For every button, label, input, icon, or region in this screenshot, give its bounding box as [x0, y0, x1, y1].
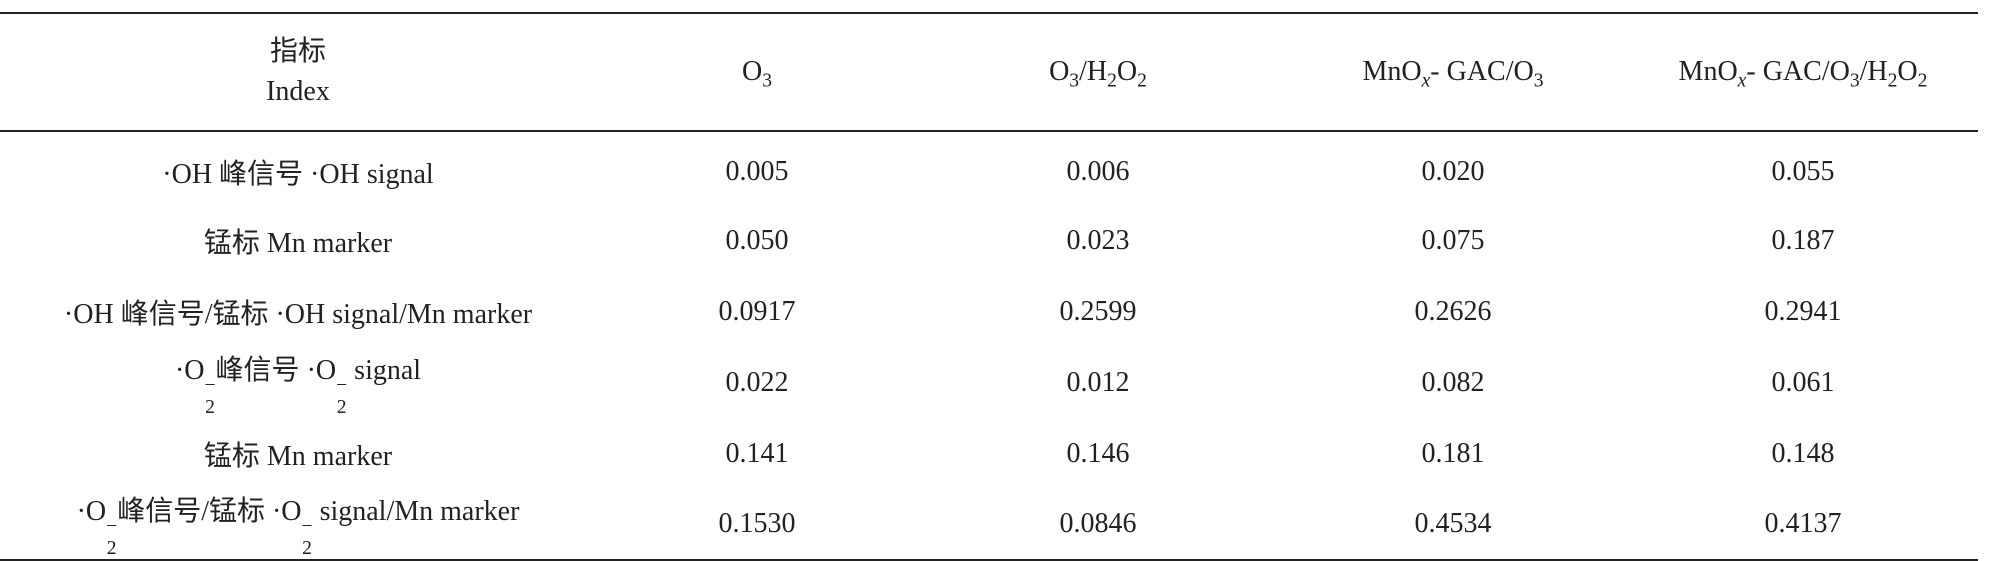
header-row: 指标 Index O3 O3/H2O2 MnOx- GAC/O3 MnOx- G…	[0, 12, 1978, 132]
cell-value: 0.023	[1066, 224, 1130, 256]
cell-value: 0.012	[1066, 366, 1130, 398]
row-label: ·OH 峰信号/锰标 ·OH signal/Mn marker	[63, 298, 533, 330]
cell-value: 0.181	[1421, 437, 1485, 469]
row-label: ·O −2 峰信号 ·O −2 signal	[174, 354, 422, 418]
cell-value: 0.148	[1771, 437, 1835, 469]
cell-value: 0.075	[1421, 224, 1485, 256]
header-mnox-gac-o3-h2o2: MnOx- GAC/O3/H2O2	[1628, 12, 1978, 132]
cell-value: 0.146	[1066, 437, 1130, 469]
cell-value: 0.4534	[1278, 489, 1628, 561]
cell-value: 0.187	[1771, 224, 1835, 256]
cell-value: 0.0846	[918, 489, 1278, 561]
cell-value: 0.1530	[596, 489, 918, 561]
table-row: ·OH 峰信号 ·OH signal 0.005 0.006 0.020 0.0…	[0, 131, 1978, 205]
row-label: 锰标 Mn marker	[203, 227, 393, 259]
header-o3: O3	[596, 12, 918, 132]
cell-value: 0.4137	[1628, 489, 1978, 561]
cell-value: 0.0917	[718, 295, 796, 327]
cell-value: 0.050	[725, 224, 789, 256]
cell-value: 0.006	[1066, 155, 1130, 187]
row-label: 锰标 Mn marker	[203, 440, 393, 472]
cell-value: 0.061	[1771, 366, 1835, 398]
header-index-en: Index	[266, 76, 330, 107]
table-row: 锰标 Mn marker 0.050 0.023 0.075 0.187	[0, 205, 1978, 276]
cell-value: 0.2599	[1059, 295, 1137, 327]
cell-value: 0.082	[1421, 366, 1485, 398]
row-label: ·OH 峰信号 ·OH signal	[162, 158, 434, 190]
header-mnox-gac-o3: MnOx- GAC/O3	[1278, 12, 1628, 132]
cell-value: 0.055	[1771, 155, 1835, 187]
table-row: ·O −2 峰信号/锰标 ·O −2 signal/Mn marker 0.1530 …	[0, 489, 1978, 561]
cell-value: 0.141	[725, 437, 789, 469]
table-row: ·O −2 峰信号 ·O −2 signal 0.022 0.012 0.082 0.…	[0, 347, 1978, 418]
results-table: 指标 Index O3 O3/H2O2 MnOx- GAC/O3 MnOx- G…	[0, 12, 1978, 561]
cell-value: 0.2941	[1764, 295, 1842, 327]
table-row: ·OH 峰信号/锰标 ·OH signal/Mn marker 0.0917 0…	[0, 276, 1978, 347]
cell-value: 0.022	[725, 366, 789, 398]
cell-value: 0.020	[1421, 155, 1485, 187]
row-label: ·O −2 峰信号/锰标 ·O −2 signal/Mn marker	[0, 489, 596, 561]
cell-value: 0.2626	[1414, 295, 1492, 327]
cell-value: 0.005	[725, 155, 789, 187]
header-index-cn: 指标	[269, 36, 326, 67]
table-row: 锰标 Mn marker 0.141 0.146 0.181 0.148	[0, 418, 1978, 489]
header-index: 指标 Index	[0, 12, 596, 132]
header-o3-h2o2: O3/H2O2	[918, 12, 1278, 132]
